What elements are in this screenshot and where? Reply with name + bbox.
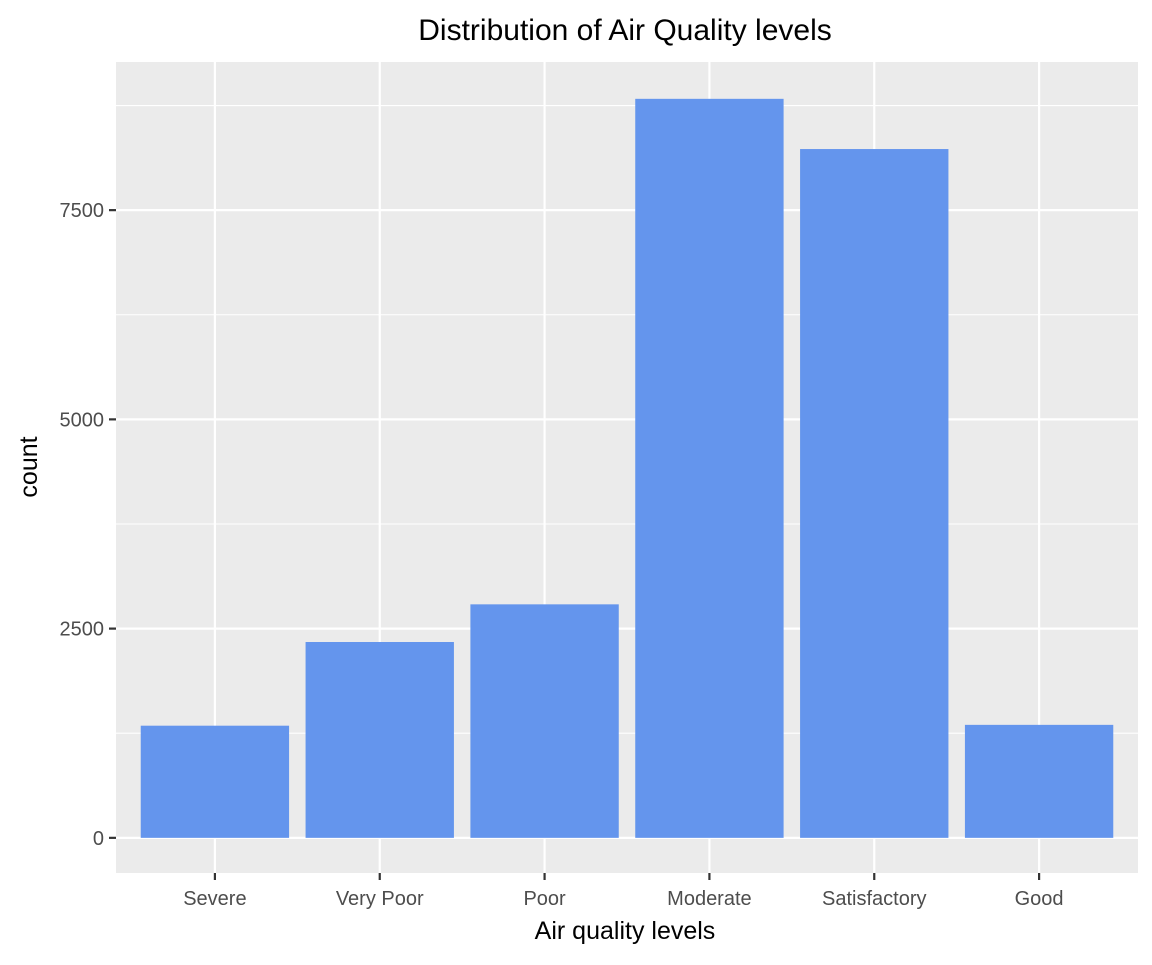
bar-poor [470, 604, 619, 838]
x-tick-label: Poor [523, 888, 566, 910]
bar-very-poor [305, 642, 454, 838]
x-axis: Severe Very Poor Poor Moderate Satisfactory G… [183, 873, 1064, 910]
x-tick-label: Satisfactory [822, 888, 926, 910]
y-tick-label: 2500 [60, 619, 105, 641]
bar-good [964, 724, 1114, 838]
y-axis: 0 2500 5000 7500 [60, 200, 116, 850]
y-tick-label: 7500 [60, 200, 105, 222]
bar-moderate [635, 98, 784, 838]
x-tick-label: Severe [183, 888, 246, 910]
y-axis-title: count [15, 436, 43, 497]
x-tick-label: Very Poor [336, 888, 424, 910]
bar-satisfactory [800, 149, 949, 838]
x-tick-label: Moderate [667, 888, 752, 910]
bars [140, 98, 1114, 838]
bar-severe [140, 725, 290, 838]
x-axis-title: Air quality levels [535, 917, 716, 945]
y-tick-label: 0 [93, 828, 104, 850]
chart-title: Distribution of Air Quality levels [418, 14, 832, 47]
x-tick-label: Good [1015, 888, 1064, 910]
y-tick-label: 5000 [60, 409, 105, 431]
